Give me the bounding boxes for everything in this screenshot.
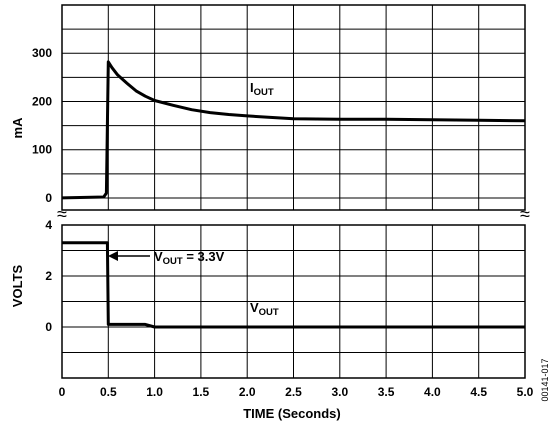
y-tick-label-top: 200 <box>32 94 52 108</box>
x-tick-label: 0 <box>59 385 66 399</box>
series-label-vout: VOUT <box>250 300 279 318</box>
annotation-text: VOUT = 3.3V <box>154 249 225 267</box>
y-tick-label-bottom: 2 <box>45 269 52 283</box>
annotation-suffix: = 3.3V <box>183 249 225 264</box>
series-label-vout-sub: OUT <box>259 307 279 318</box>
y-tick-label-top: 100 <box>32 143 52 157</box>
series-label-iout-sub: OUT <box>254 87 274 98</box>
iout-curve <box>61 60 526 200</box>
y-tick-label-top: 300 <box>32 46 52 60</box>
x-tick-label: 5.0 <box>517 385 534 399</box>
axis-break-left: ≈ <box>57 204 67 224</box>
y-tick-label-top: 0 <box>45 191 52 205</box>
vout-curve <box>62 241 525 329</box>
annotation-arrowhead <box>108 251 118 261</box>
x-tick-label: 4.5 <box>470 385 487 399</box>
y-tick-label-bottom: 0 <box>45 320 52 334</box>
x-axis-label: TIME (Seconds) <box>243 406 341 421</box>
annotation-main: V <box>154 249 163 264</box>
x-tick-label: 3.0 <box>331 385 348 399</box>
text-layer: mA VOLTS TIME (Seconds) IOUT VOUT VOUT =… <box>10 46 550 421</box>
series-label-iout: IOUT <box>250 80 274 98</box>
figure-id: 00141-017 <box>540 358 550 401</box>
y-axis-label-bottom: VOLTS <box>10 264 25 307</box>
x-tick-label: 2.0 <box>239 385 256 399</box>
x-tick-label: 4.0 <box>424 385 441 399</box>
x-tick-label: 3.5 <box>378 385 395 399</box>
x-tick-label: 2.5 <box>285 385 302 399</box>
x-tick-label: 1.0 <box>146 385 163 399</box>
grid-layer <box>58 4 529 379</box>
x-tick-label: 0.5 <box>100 385 117 399</box>
annotation-sub: OUT <box>163 256 183 267</box>
vout-annotation: VOUT = 3.3V <box>108 249 225 267</box>
axis-break-gap <box>58 211 529 224</box>
series-label-vout-main: V <box>250 300 259 315</box>
y-tick-label-bottom: 4 <box>45 218 52 232</box>
y-axis-label-top: mA <box>10 117 25 139</box>
series-label-iout-main: I <box>250 80 254 95</box>
axis-break-right: ≈ <box>520 204 530 224</box>
x-tick-label: 1.5 <box>193 385 210 399</box>
curve-layer <box>61 60 526 329</box>
